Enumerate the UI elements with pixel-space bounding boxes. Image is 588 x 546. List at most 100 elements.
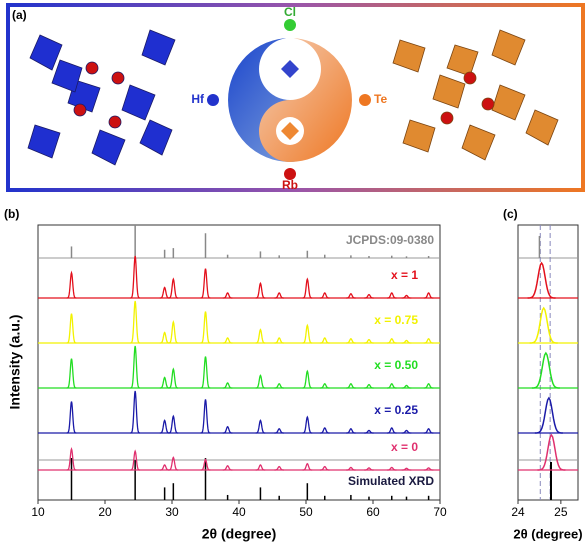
peak bbox=[168, 456, 179, 471]
peak bbox=[302, 415, 313, 434]
peak bbox=[255, 374, 266, 389]
peak bbox=[168, 277, 179, 299]
peak bbox=[319, 337, 330, 344]
peak bbox=[255, 419, 266, 434]
peak bbox=[168, 367, 179, 389]
peak bbox=[529, 306, 558, 344]
peak bbox=[319, 465, 330, 471]
peak bbox=[130, 345, 141, 389]
peak bbox=[200, 268, 211, 299]
peak bbox=[130, 255, 141, 299]
peak bbox=[527, 261, 556, 299]
x-tick-label: 60 bbox=[366, 505, 380, 519]
peak bbox=[159, 331, 170, 344]
peak bbox=[537, 433, 566, 471]
peak bbox=[222, 337, 233, 344]
peak bbox=[130, 390, 141, 434]
peak bbox=[346, 466, 356, 471]
x-tick-label: 20 bbox=[98, 505, 112, 519]
peak bbox=[319, 292, 330, 299]
yin-yang bbox=[207, 19, 371, 180]
peak bbox=[401, 384, 412, 389]
peak bbox=[222, 292, 233, 299]
peak bbox=[386, 338, 397, 344]
x-tick-label: 25 bbox=[554, 505, 568, 519]
peak bbox=[200, 311, 211, 344]
peak bbox=[159, 419, 170, 434]
x-axis-label: 2θ (degree) bbox=[202, 526, 276, 542]
peak bbox=[168, 320, 179, 344]
peak bbox=[386, 466, 397, 471]
x-tick-label: 70 bbox=[433, 505, 447, 519]
plot-frame bbox=[517, 224, 579, 501]
peak bbox=[255, 281, 266, 299]
series-label: JCPDS:09-0380 bbox=[346, 233, 434, 247]
peak bbox=[386, 383, 397, 389]
peak bbox=[66, 401, 77, 434]
peak bbox=[274, 428, 285, 434]
series-label: x = 0.25 bbox=[374, 403, 418, 417]
y-axis-label: Intensity (a.u.) bbox=[7, 315, 23, 410]
peak bbox=[255, 464, 266, 471]
x-tick-label: 24 bbox=[511, 505, 525, 519]
peak bbox=[423, 292, 434, 299]
peak bbox=[346, 338, 356, 344]
peak bbox=[319, 383, 330, 389]
peak bbox=[346, 383, 356, 389]
peak bbox=[346, 293, 356, 299]
series-label: Simulated XRD bbox=[348, 474, 434, 488]
series-label: x = 0.50 bbox=[374, 358, 418, 372]
peak bbox=[274, 292, 285, 299]
peak bbox=[302, 369, 313, 389]
series-label: x = 0 bbox=[391, 440, 418, 454]
x-tick-label: 50 bbox=[299, 505, 313, 519]
peak bbox=[222, 425, 233, 434]
peak bbox=[401, 467, 412, 471]
x-axis-label: 2θ (degree) bbox=[513, 526, 582, 541]
peak bbox=[200, 458, 211, 471]
peak bbox=[364, 338, 374, 344]
series-label: x = 0.75 bbox=[374, 313, 418, 327]
peak bbox=[302, 277, 313, 299]
peak bbox=[274, 465, 284, 471]
x-tick-label: 10 bbox=[31, 505, 45, 519]
peak bbox=[386, 427, 397, 434]
peak bbox=[66, 447, 77, 471]
peak bbox=[364, 383, 374, 389]
peak bbox=[302, 462, 313, 471]
peak bbox=[159, 464, 170, 471]
panel-label: (c) bbox=[503, 207, 518, 221]
element-label: Te bbox=[374, 92, 387, 106]
peak bbox=[364, 467, 374, 471]
peak bbox=[200, 356, 211, 389]
element-label: Hf bbox=[191, 92, 205, 106]
element-label: Rb bbox=[282, 178, 298, 192]
peak bbox=[222, 465, 233, 471]
peak bbox=[364, 293, 374, 299]
peak bbox=[255, 328, 266, 344]
peak bbox=[274, 383, 285, 389]
peak bbox=[401, 339, 412, 344]
peak bbox=[386, 292, 397, 299]
peak bbox=[159, 286, 170, 299]
peak bbox=[168, 414, 179, 434]
series-label: x = 1 bbox=[391, 268, 418, 282]
peak bbox=[423, 383, 434, 389]
panel-label: (a) bbox=[12, 8, 27, 22]
peak bbox=[534, 396, 563, 434]
peak bbox=[66, 270, 77, 299]
peak bbox=[364, 429, 374, 434]
peak bbox=[401, 429, 412, 434]
peak bbox=[346, 428, 356, 434]
blue-structure bbox=[27, 29, 176, 166]
peak bbox=[531, 351, 560, 389]
panel-a-border bbox=[6, 3, 585, 192]
peak bbox=[401, 294, 412, 299]
peak bbox=[423, 467, 434, 471]
panel-label: (b) bbox=[4, 207, 19, 221]
peak bbox=[66, 358, 77, 389]
peak bbox=[274, 337, 285, 344]
element-label: Cl bbox=[284, 5, 296, 19]
orange-structure bbox=[392, 29, 559, 161]
